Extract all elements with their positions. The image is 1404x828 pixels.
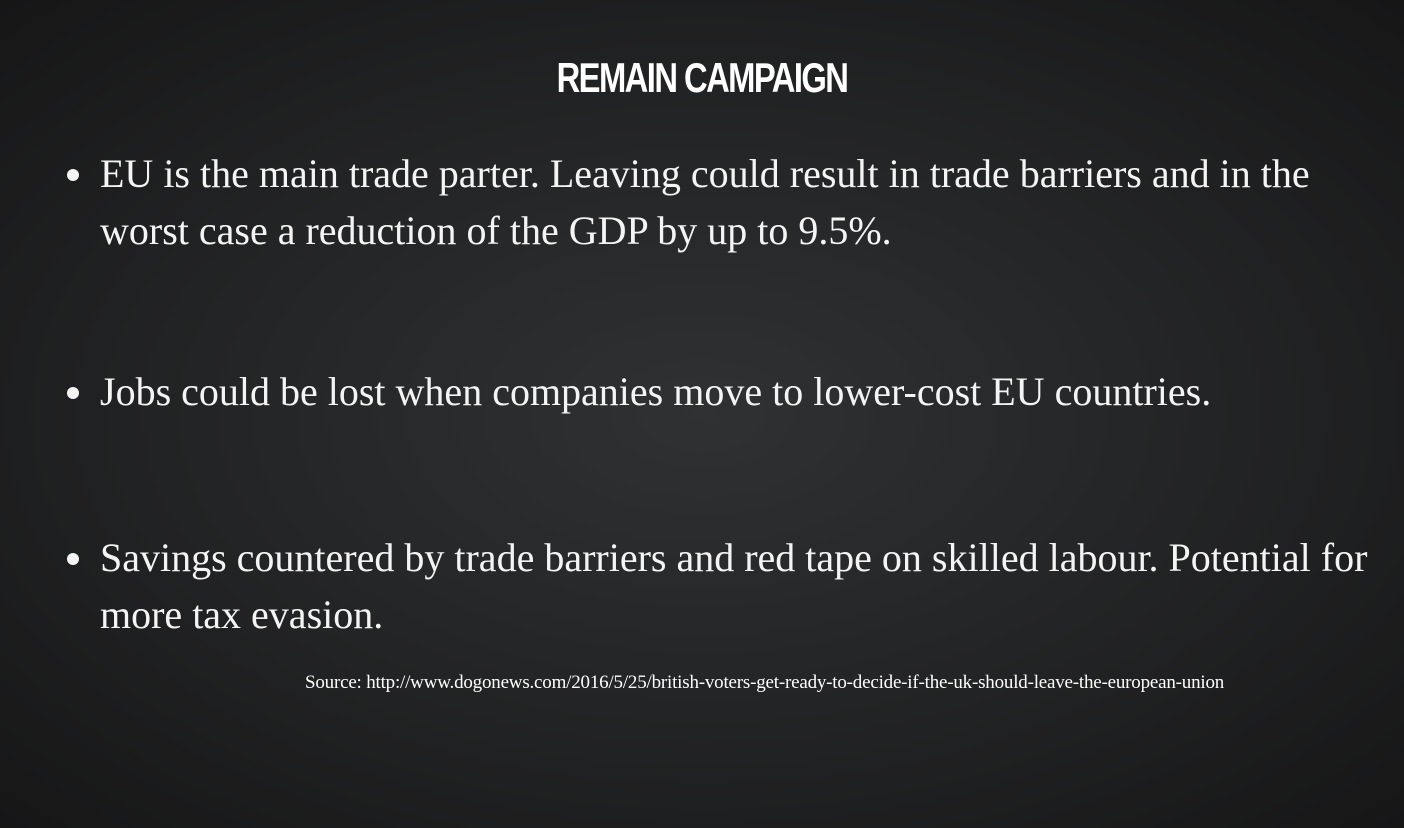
bullet-item: Jobs could be lost when companies move t… xyxy=(67,363,1370,420)
bullet-text: EU is the main trade parter. Leaving cou… xyxy=(100,151,1310,253)
bullet-text: Jobs could be lost when companies move t… xyxy=(100,369,1212,414)
bullet-item: EU is the main trade parter. Leaving cou… xyxy=(67,145,1370,259)
bullet-text: Savings countered by trade barriers and … xyxy=(100,535,1368,637)
bullet-dot-icon xyxy=(67,553,79,565)
bullet-dot-icon xyxy=(67,387,79,399)
source-citation[interactable]: Source: http://www.dogonews.com/2016/5/2… xyxy=(305,672,1225,693)
bullet-item: Savings countered by trade barriers and … xyxy=(67,529,1370,643)
bullet-dot-icon xyxy=(67,169,79,181)
slide-title: REMAIN CAMPAIGN xyxy=(556,54,849,101)
